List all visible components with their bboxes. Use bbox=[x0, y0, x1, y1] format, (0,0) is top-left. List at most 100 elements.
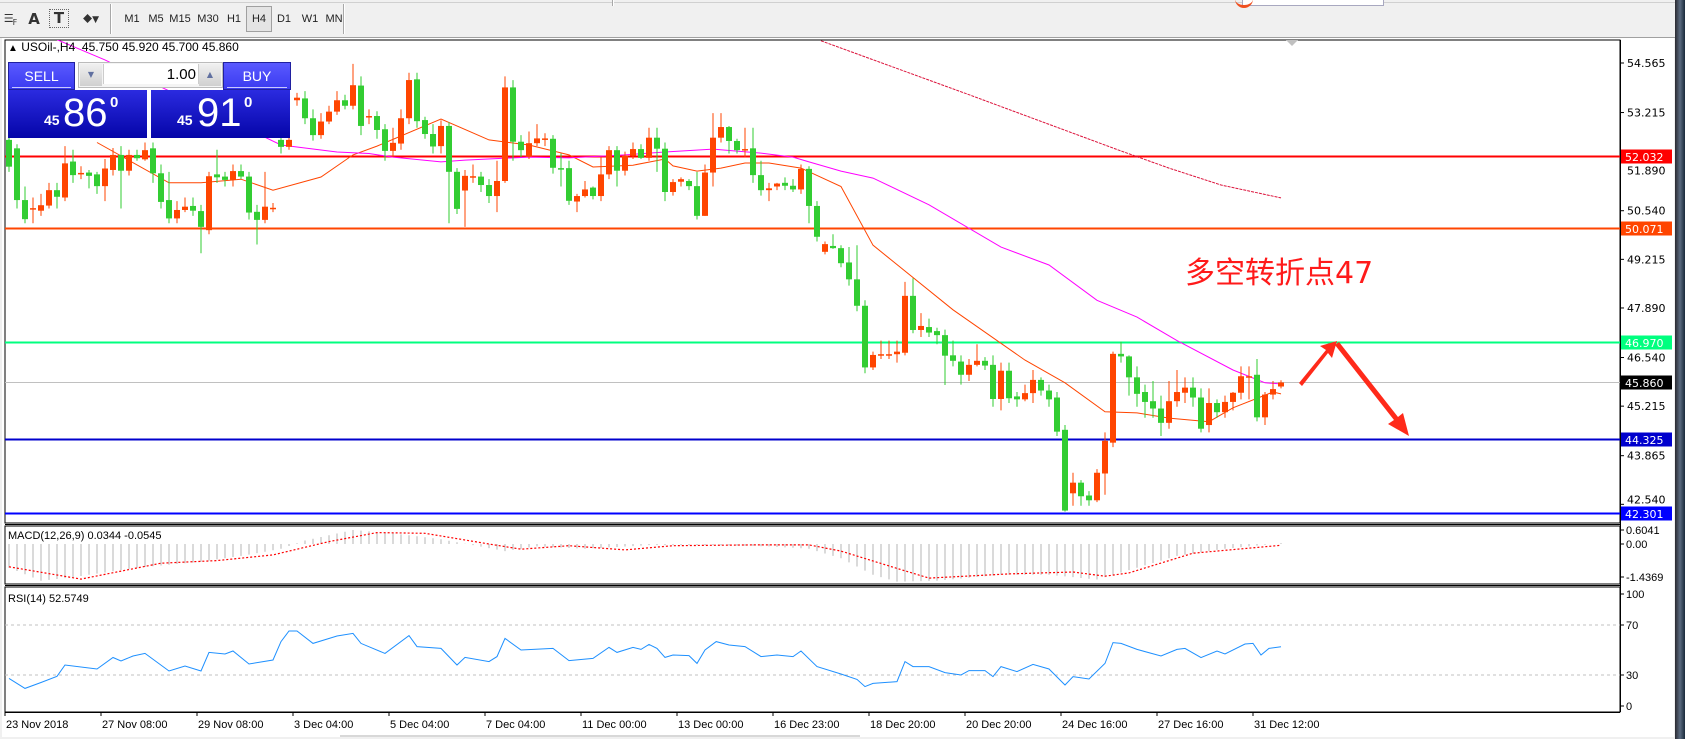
candle-body bbox=[630, 149, 636, 156]
candle-body bbox=[406, 80, 412, 119]
candle-body bbox=[566, 168, 572, 201]
candle bbox=[422, 116, 428, 139]
lot-size-input[interactable] bbox=[103, 64, 199, 84]
candle-body bbox=[334, 100, 340, 112]
candle bbox=[110, 147, 116, 176]
candle bbox=[862, 300, 868, 374]
candle-body bbox=[1206, 403, 1212, 426]
timeframe-m15[interactable]: M15 bbox=[169, 13, 191, 25]
candle bbox=[1262, 392, 1268, 426]
candle-body bbox=[694, 186, 700, 216]
candle bbox=[790, 179, 796, 193]
macd-axis-label: -1.4369 bbox=[1626, 572, 1663, 584]
candle bbox=[1238, 366, 1244, 400]
sell-price-box[interactable]: 45 86 0 bbox=[8, 90, 147, 138]
candle-body bbox=[886, 354, 892, 356]
candle bbox=[990, 355, 996, 407]
candle-body bbox=[894, 351, 900, 355]
candle-body bbox=[1126, 356, 1132, 378]
candle bbox=[1198, 388, 1204, 433]
buy-price-prefix: 45 bbox=[177, 112, 193, 128]
moving-average-line-ma_mid bbox=[56, 40, 1282, 385]
timeframe-m1[interactable]: M1 bbox=[124, 13, 140, 25]
candle-body bbox=[590, 187, 596, 197]
collapse-triangle-icon[interactable]: ▲ bbox=[8, 43, 18, 54]
buy-price-box[interactable]: 45 91 0 bbox=[151, 90, 290, 138]
candle-body bbox=[462, 175, 468, 191]
candle bbox=[1014, 392, 1020, 407]
candle-body bbox=[206, 176, 212, 231]
logo bbox=[1235, 0, 1384, 8]
candle bbox=[6, 131, 12, 172]
horizontal-scrollbar[interactable] bbox=[340, 735, 860, 737]
candle bbox=[238, 164, 244, 180]
candle-body bbox=[1238, 376, 1244, 393]
candle-body bbox=[1182, 387, 1188, 393]
candle-body bbox=[846, 262, 852, 280]
candle bbox=[1166, 381, 1172, 429]
buy-button[interactable]: BUY bbox=[223, 62, 291, 90]
candle bbox=[270, 203, 276, 213]
candle-body bbox=[430, 134, 436, 147]
candle-body bbox=[1150, 401, 1156, 409]
candle bbox=[758, 160, 764, 196]
candle bbox=[182, 197, 188, 213]
up-arrow-icon bbox=[1299, 341, 1337, 386]
candle bbox=[454, 168, 460, 215]
candle-body bbox=[742, 149, 748, 151]
candle-body bbox=[990, 364, 996, 399]
rsi-axis-label: 100 bbox=[1626, 589, 1644, 601]
text-icon[interactable]: A bbox=[28, 10, 40, 28]
candle bbox=[750, 127, 756, 183]
timeframe-m30[interactable]: M30 bbox=[197, 13, 219, 25]
candle bbox=[1070, 472, 1076, 506]
candle bbox=[902, 281, 908, 356]
candle-body bbox=[526, 143, 532, 157]
candle-body bbox=[174, 209, 180, 219]
candle-body bbox=[254, 211, 260, 220]
price-tick-label: 43.865 bbox=[1627, 450, 1666, 463]
candle-body bbox=[182, 206, 188, 210]
lot-decrease-icon[interactable]: ▼ bbox=[80, 64, 102, 86]
candle-body bbox=[1006, 370, 1012, 399]
candle-body bbox=[950, 355, 956, 361]
timeframe-mn[interactable]: MN bbox=[325, 13, 343, 25]
candle bbox=[710, 113, 716, 187]
timeframe-d1[interactable]: D1 bbox=[276, 13, 292, 25]
candle-body bbox=[854, 279, 860, 306]
macd-label: MACD(12,26,9) 0.0344 -0.0545 bbox=[8, 530, 161, 542]
chart-shift-marker-icon[interactable] bbox=[1286, 40, 1298, 46]
candle-body bbox=[790, 185, 796, 190]
candle bbox=[950, 340, 956, 367]
list-format-icon[interactable]: ☰F bbox=[3, 12, 17, 28]
candle bbox=[1174, 369, 1180, 407]
candle bbox=[598, 157, 604, 202]
candle bbox=[1110, 351, 1116, 448]
timeframe-h1[interactable]: H1 bbox=[226, 13, 242, 25]
candle bbox=[678, 177, 684, 187]
candle bbox=[1278, 380, 1284, 389]
candle-body bbox=[606, 150, 612, 175]
candle bbox=[590, 186, 596, 200]
timeframe-m5[interactable]: M5 bbox=[148, 13, 164, 25]
candle-body bbox=[878, 354, 884, 356]
candle-body bbox=[598, 174, 604, 197]
shapes-icon[interactable]: ⬥▼ bbox=[82, 11, 100, 26]
candle bbox=[142, 142, 148, 161]
timeframe-h4[interactable]: H4 bbox=[246, 6, 272, 32]
candle-body bbox=[70, 161, 76, 176]
candle-body bbox=[94, 174, 100, 187]
candle bbox=[150, 142, 156, 183]
candle bbox=[918, 313, 924, 337]
candle-body bbox=[1270, 389, 1276, 395]
time-axis-label: 23 Nov 2018 bbox=[6, 719, 68, 731]
candle bbox=[342, 94, 348, 110]
toolbar-separator bbox=[612, 0, 614, 6]
candle-body bbox=[582, 189, 588, 197]
buy-price-sup: 0 bbox=[244, 94, 253, 111]
lot-increase-icon[interactable]: ▲ bbox=[199, 64, 221, 86]
text-label-icon[interactable]: T bbox=[49, 9, 69, 28]
candle-body bbox=[398, 118, 404, 144]
timeframe-w1[interactable]: W1 bbox=[301, 13, 319, 25]
sell-button[interactable]: SELL bbox=[8, 62, 75, 90]
